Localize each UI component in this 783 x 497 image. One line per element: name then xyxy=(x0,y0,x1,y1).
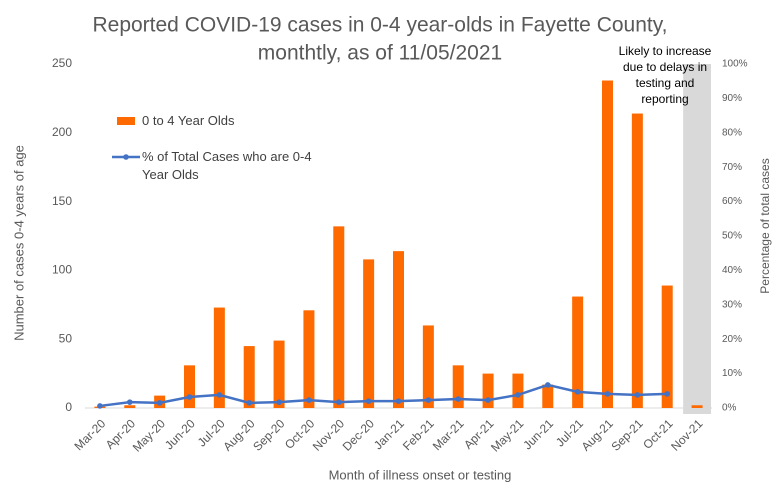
line-marker xyxy=(515,392,521,398)
line-marker xyxy=(425,397,432,403)
line-marker xyxy=(634,392,641,398)
line-marker xyxy=(186,394,193,400)
x-tick-label: Jan-21 xyxy=(371,416,407,452)
bar xyxy=(422,325,434,408)
y2-tick-label: 60% xyxy=(722,196,742,207)
annotation: reporting xyxy=(641,92,688,106)
line-marker xyxy=(455,396,462,402)
y-tick-label: 0 xyxy=(65,400,72,414)
line-marker xyxy=(485,397,491,403)
y2-axis-label: Percentage of total cases xyxy=(758,158,772,293)
y-tick-label: 250 xyxy=(52,56,72,70)
line-marker xyxy=(246,400,253,406)
line-marker xyxy=(156,400,163,406)
x-tick-label: Aug-21 xyxy=(579,416,616,453)
legend-swatch xyxy=(123,154,129,160)
chart-title: Reported COVID-19 cases in 0-4 year-olds… xyxy=(92,14,667,37)
bar xyxy=(393,251,404,408)
y2-tick-label: 0% xyxy=(722,403,737,414)
line-marker xyxy=(126,399,133,405)
annotation: due to delays in xyxy=(623,60,707,74)
line-marker xyxy=(604,391,611,397)
bar xyxy=(243,346,255,408)
x-tick-label: May-21 xyxy=(488,416,526,454)
line-marker xyxy=(664,391,671,397)
shaded-region xyxy=(683,64,711,414)
bar xyxy=(363,259,375,408)
x-tick-label: Mar-20 xyxy=(72,416,109,453)
x-tick-label: Mar-21 xyxy=(430,416,467,453)
line-marker xyxy=(306,397,312,403)
y-axis-label: Number of cases 0-4 years of age xyxy=(11,145,26,341)
y2-tick-label: 80% xyxy=(722,127,742,138)
legend-entry: % of Total Cases who are 0-4 Year Olds xyxy=(142,149,312,182)
x-tick-label: Nov-21 xyxy=(668,416,705,453)
chart-title: monthtly, as of 11/05/2021 xyxy=(258,42,502,65)
y-tick-label: 50 xyxy=(59,331,73,345)
line-marker xyxy=(395,398,402,404)
bar xyxy=(273,340,285,408)
x-tick-label: Sep-20 xyxy=(250,416,287,453)
y2-tick-label: 20% xyxy=(722,334,742,345)
line-marker xyxy=(216,392,223,398)
bar xyxy=(184,365,195,408)
bar xyxy=(303,310,315,408)
line xyxy=(99,383,668,408)
x-tick-label: Jun-21 xyxy=(520,416,556,452)
bar xyxy=(213,307,225,408)
legend-entry: 0 to 4 Year Olds xyxy=(142,113,235,128)
legend-label: 0 to 4 Year Olds xyxy=(142,113,235,128)
y2-tick-label: 100% xyxy=(722,59,748,70)
bar xyxy=(572,296,584,408)
x-tick-label: Sep-21 xyxy=(608,416,645,453)
y2-tick-label: 30% xyxy=(722,299,742,310)
bar xyxy=(512,373,524,408)
y2-tick-label: 40% xyxy=(722,265,742,276)
bar xyxy=(333,226,345,408)
x-tick-label: Jun-20 xyxy=(162,416,198,452)
x-tick-label: Aug-20 xyxy=(220,416,257,453)
y2-tick-label: 90% xyxy=(722,93,742,104)
bar xyxy=(482,373,494,408)
y-tick-label: 150 xyxy=(52,194,72,208)
y-tick-label: 100 xyxy=(52,263,72,277)
line-marker xyxy=(335,399,342,405)
x-tick-label: Dec-20 xyxy=(340,416,377,453)
bar xyxy=(631,113,643,408)
y2-tick-label: 10% xyxy=(722,368,742,379)
line-marker xyxy=(276,399,282,405)
bar xyxy=(661,285,673,408)
legend-swatch xyxy=(117,117,135,125)
line-marker xyxy=(97,403,103,409)
bar xyxy=(602,80,613,409)
bar xyxy=(691,405,703,408)
y2-tick-label: 70% xyxy=(722,162,742,173)
x-tick-label: Feb-21 xyxy=(400,416,437,453)
x-axis-label: Month of illness onset or testing xyxy=(329,467,512,482)
line-marker xyxy=(574,389,581,395)
x-tick-label: Nov-20 xyxy=(310,416,347,453)
line-marker xyxy=(544,382,551,388)
legend-label: % of Total Cases who are 0-4 Year Olds xyxy=(142,149,312,182)
x-tick-label: May-20 xyxy=(130,416,168,454)
annotation: Likely to increase xyxy=(619,44,712,58)
y-tick-label: 200 xyxy=(52,125,72,139)
bar xyxy=(542,384,554,408)
line-marker xyxy=(365,398,372,404)
y2-tick-label: 50% xyxy=(722,231,742,242)
bar xyxy=(124,405,136,408)
bar xyxy=(452,365,464,408)
annotation: testing and xyxy=(636,76,695,90)
